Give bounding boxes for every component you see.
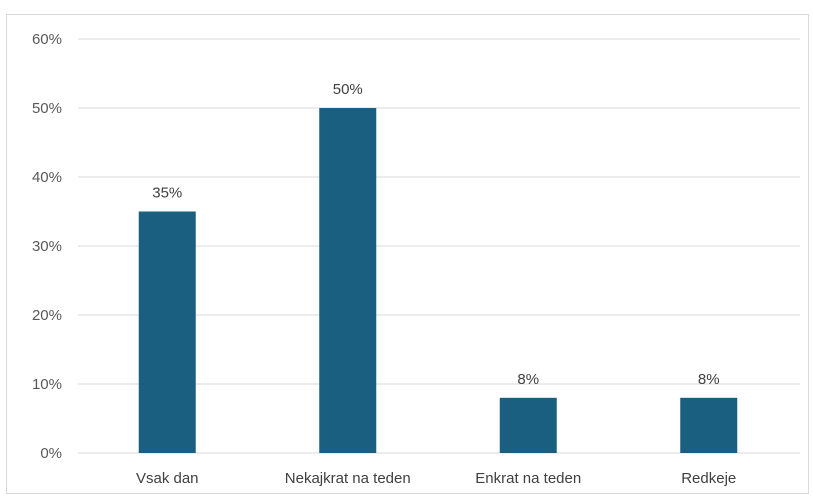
y-axis-tick-labels: 0% 10% 20% 30% 40% 50% 60% bbox=[32, 31, 62, 462]
data-labels: 35% 50% 8% 8% bbox=[152, 81, 719, 388]
y-tick-label: 40% bbox=[32, 169, 62, 186]
x-category-label: Redkeje bbox=[681, 470, 736, 487]
y-tick-label: 50% bbox=[32, 100, 62, 117]
data-label: 8% bbox=[517, 371, 539, 388]
x-category-label: Nekajkrat na teden bbox=[285, 470, 411, 487]
bars bbox=[138, 108, 738, 453]
bar bbox=[680, 397, 738, 453]
y-tick-label: 20% bbox=[32, 307, 62, 324]
bar bbox=[499, 397, 557, 453]
x-category-label: Enkrat na teden bbox=[475, 470, 581, 487]
bar bbox=[138, 211, 196, 453]
y-tick-label: 60% bbox=[32, 31, 62, 48]
y-tick-label: 0% bbox=[40, 445, 62, 462]
y-tick-label: 10% bbox=[32, 376, 62, 393]
gridlines bbox=[78, 38, 800, 454]
bar bbox=[319, 108, 377, 453]
x-axis-category-labels: Vsak dan Nekajkrat na teden Enkrat na tede… bbox=[136, 470, 736, 487]
x-category-label: Vsak dan bbox=[136, 470, 199, 487]
data-label: 50% bbox=[333, 81, 363, 98]
data-label: 35% bbox=[152, 185, 182, 202]
y-tick-label: 30% bbox=[32, 238, 62, 255]
data-label: 8% bbox=[698, 371, 720, 388]
